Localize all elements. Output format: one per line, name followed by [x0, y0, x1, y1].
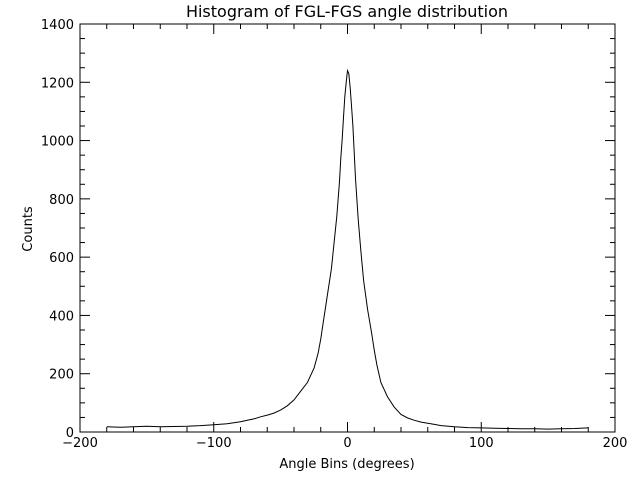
x-tick-label: −100	[196, 436, 232, 451]
y-tick-label: 400	[49, 309, 74, 324]
y-axis-label: Counts	[21, 206, 36, 252]
x-tick-label: 200	[603, 436, 628, 451]
axis-ticks	[79, 23, 616, 433]
y-tick-label: 200	[49, 368, 74, 383]
x-tick-label: −200	[62, 436, 98, 451]
y-tick-label: 600	[49, 251, 74, 266]
y-tick-label: 800	[49, 193, 74, 208]
y-tick-label: 1400	[41, 18, 74, 33]
plot-frame	[79, 23, 616, 433]
x-tick-label: 100	[469, 436, 494, 451]
axis-tick-labels: −200 −100 0 100 200 0 200 400 600 800 1000 1200 1400	[41, 18, 628, 451]
x-axis-label: Angle Bins (degrees)	[279, 457, 414, 472]
data-series	[106, 68, 589, 430]
y-tick-label: 1200	[41, 76, 74, 91]
histogram-line	[106, 68, 589, 430]
chart-title: Histogram of FGL-FGS angle distribution	[186, 2, 508, 21]
x-tick-label: 0	[343, 436, 351, 451]
y-tick-label: 0	[66, 426, 74, 441]
y-tick-label: 1000	[41, 135, 74, 150]
